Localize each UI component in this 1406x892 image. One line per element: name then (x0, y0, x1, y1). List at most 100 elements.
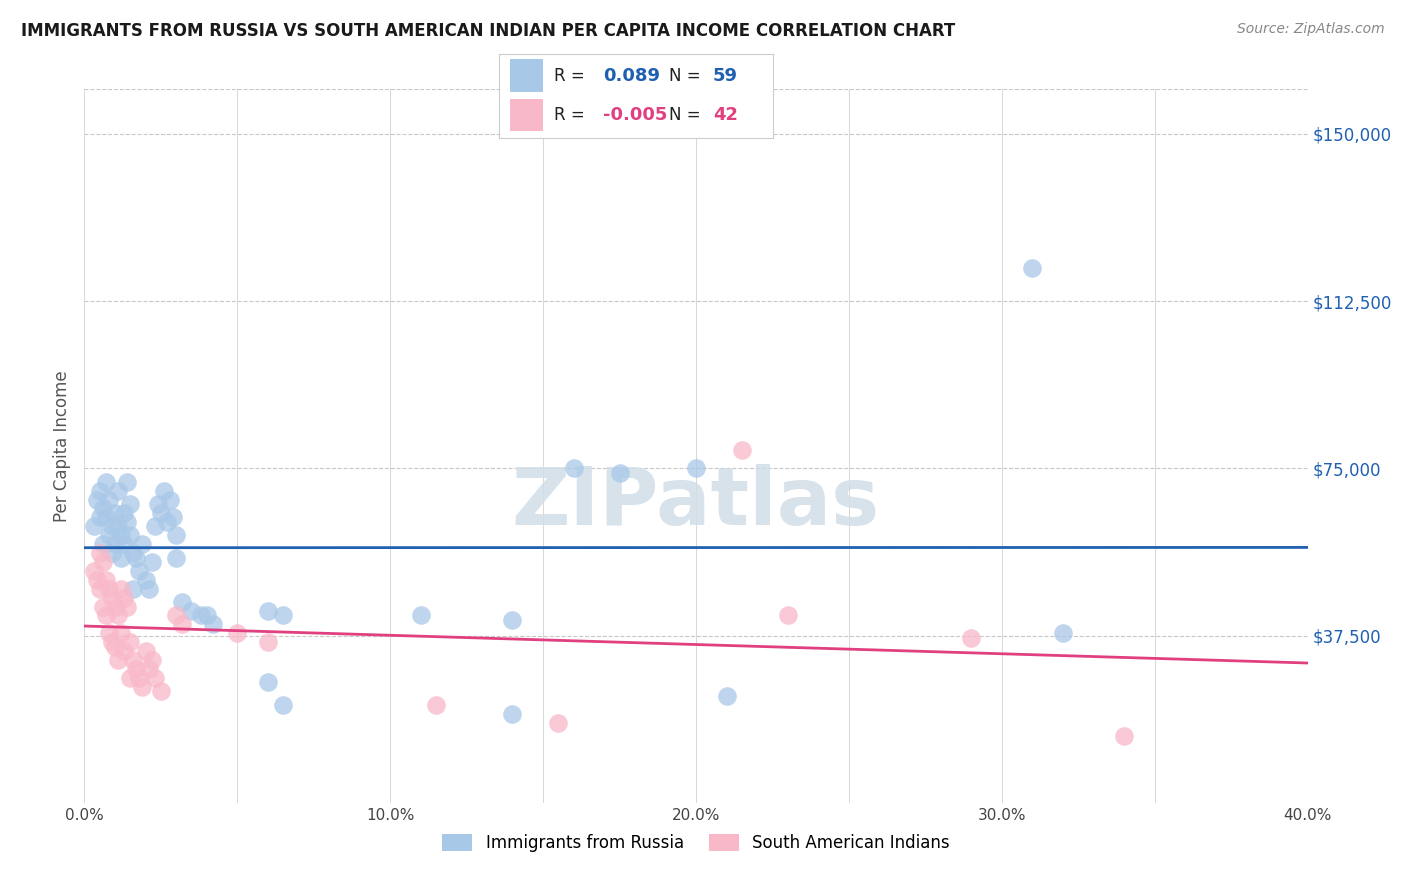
Point (101, 635, 124, 649)
Point (104, 506, 127, 520)
Point (104, 537, 127, 551)
Point (960, 631, 983, 645)
Y-axis label: Per Capita Income: Per Capita Income (53, 370, 72, 522)
Point (122, 653, 145, 667)
Point (94, 573, 117, 587)
Point (425, 698, 447, 712)
Point (172, 617, 194, 632)
Point (94, 510, 117, 524)
Point (159, 492, 181, 507)
Point (141, 653, 163, 667)
Point (257, 675, 280, 690)
Point (97, 582, 120, 596)
Point (180, 604, 202, 618)
Point (110, 528, 132, 542)
Point (101, 591, 124, 605)
Point (685, 461, 707, 475)
Point (409, 608, 432, 623)
Point (115, 599, 138, 614)
Point (143, 671, 166, 685)
Point (156, 515, 179, 529)
Point (122, 582, 145, 596)
Point (110, 550, 132, 565)
Text: IMMIGRANTS FROM RUSSIA VS SOUTH AMERICAN INDIAN PER CAPITA INCOME CORRELATION CH: IMMIGRANTS FROM RUSSIA VS SOUTH AMERICAN… (21, 22, 955, 40)
Text: -0.005: -0.005 (603, 106, 668, 124)
Point (97, 492, 120, 507)
Point (149, 684, 172, 698)
Point (86, 573, 108, 587)
Point (547, 715, 569, 730)
Point (149, 506, 172, 520)
Point (138, 662, 160, 676)
Point (141, 555, 163, 569)
Text: N =: N = (669, 106, 700, 124)
Point (120, 528, 142, 542)
Point (271, 698, 294, 712)
Text: Source: ZipAtlas.com: Source: ZipAtlas.com (1237, 22, 1385, 37)
Point (131, 537, 153, 551)
Text: 42: 42 (713, 106, 738, 124)
Point (257, 635, 280, 649)
Point (120, 671, 142, 685)
Point (226, 626, 249, 640)
Point (115, 515, 138, 529)
Point (107, 519, 129, 533)
Text: R =: R = (554, 67, 585, 85)
Point (125, 662, 148, 676)
Point (128, 564, 150, 578)
Point (112, 644, 135, 658)
Text: ZIPatlas: ZIPatlas (512, 464, 880, 542)
Point (502, 706, 524, 721)
Point (112, 591, 135, 605)
Point (89, 582, 111, 596)
Text: N =: N = (669, 67, 700, 85)
Point (716, 689, 738, 703)
Point (609, 466, 631, 480)
Point (562, 461, 585, 475)
Point (89, 546, 111, 560)
Point (165, 528, 187, 542)
Point (91, 555, 114, 569)
Point (138, 582, 160, 596)
Point (107, 608, 129, 623)
Point (97, 528, 120, 542)
Point (271, 608, 294, 623)
Point (131, 680, 153, 694)
Point (143, 519, 166, 533)
Point (120, 635, 142, 649)
Point (104, 599, 127, 614)
Point (104, 640, 127, 654)
Point (135, 573, 157, 587)
Point (135, 644, 157, 658)
Bar (510, 99, 543, 131)
Point (110, 626, 132, 640)
Point (91, 501, 114, 516)
Text: 0.089: 0.089 (603, 67, 661, 85)
Point (86, 492, 108, 507)
Point (201, 617, 224, 632)
Point (89, 510, 111, 524)
Point (107, 483, 129, 498)
Point (91, 599, 114, 614)
Bar (510, 60, 543, 92)
Point (776, 608, 799, 623)
Point (502, 613, 524, 627)
Point (125, 550, 148, 565)
Point (162, 510, 184, 524)
Text: 59: 59 (713, 67, 738, 85)
Point (120, 497, 142, 511)
Point (257, 604, 280, 618)
Point (89, 483, 111, 498)
Point (172, 595, 194, 609)
Point (128, 671, 150, 685)
Point (107, 653, 129, 667)
Point (165, 550, 187, 565)
Point (731, 443, 754, 458)
Point (101, 546, 124, 560)
Point (97, 626, 120, 640)
Point (94, 475, 117, 489)
Point (110, 582, 132, 596)
Point (115, 475, 138, 489)
Point (101, 519, 124, 533)
Point (153, 483, 176, 498)
